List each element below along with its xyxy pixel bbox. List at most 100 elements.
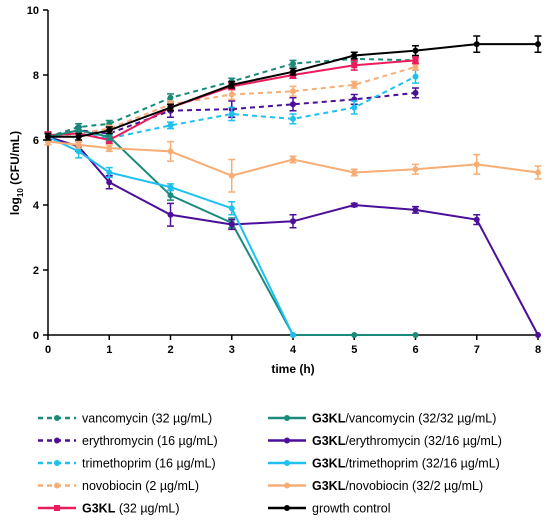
- data-point: [290, 60, 296, 67]
- legend-marker: [284, 505, 290, 511]
- x-tick-label: 6: [412, 344, 418, 356]
- data-point: [228, 172, 235, 179]
- data-point: [228, 81, 235, 88]
- y-axis-title-rest: (CFU/mL): [8, 131, 22, 188]
- data-point: [167, 104, 174, 111]
- legend-label: trimethoprim (16 µg/mL): [82, 457, 216, 471]
- data-point: [167, 211, 174, 218]
- axis-ticks: 0 1 2 3 4 5 6 7 8 0 2 4 6 8 10: [27, 5, 541, 356]
- data-point: [535, 332, 541, 338]
- series-line: [47, 135, 539, 336]
- y-tick-label: 4: [33, 200, 40, 212]
- legend-label: G3KL/erythromycin (32/16 µg/mL): [312, 434, 502, 448]
- data-point: [167, 94, 174, 101]
- legend-item: erythromycin (16 µg/mL): [38, 434, 218, 448]
- data-point: [351, 104, 358, 111]
- data-point: [351, 81, 358, 88]
- series-line: [47, 140, 539, 177]
- series-line: [47, 59, 416, 142]
- data-point: [412, 166, 419, 173]
- data-point: [351, 169, 358, 176]
- legend-marker: [54, 482, 60, 489]
- legend-marker: [284, 415, 290, 421]
- y-axis-title-main: log: [8, 197, 22, 215]
- data-point: [412, 47, 419, 54]
- data-point: [75, 127, 82, 134]
- data-point: [351, 52, 358, 59]
- data-point: [535, 41, 541, 48]
- series-8: [44, 137, 542, 193]
- data-point: [290, 156, 296, 163]
- data-point: [351, 202, 358, 208]
- series-line: [48, 43, 538, 138]
- legend-marker: [284, 460, 290, 466]
- data-point: [228, 205, 235, 212]
- data-point: [106, 145, 113, 152]
- legend: vancomycin (32 µg/mL) erythromycin (16 µg…: [38, 412, 502, 516]
- data-point: [473, 216, 480, 223]
- y-tick-label: 6: [33, 135, 39, 147]
- series-layer: [44, 35, 542, 338]
- series-7: [44, 132, 296, 338]
- series-9: [44, 35, 542, 141]
- data-point: [412, 332, 419, 338]
- data-point: [75, 133, 82, 140]
- legend-marker: [54, 505, 60, 511]
- legend-label: G3KL/vancomycin (32/32 µg/mL): [312, 412, 496, 426]
- legend-item: G3KL/novobiocin (32/2 µg/mL): [268, 479, 483, 493]
- data-point: [167, 148, 174, 155]
- legend-label-text: novobiocin (2 µg/mL): [82, 479, 199, 493]
- x-tick-label: 5: [351, 344, 357, 356]
- legend-marker: [284, 437, 290, 444]
- data-point: [228, 111, 235, 117]
- legend-label-text: erythromycin (16 µg/mL): [82, 434, 218, 448]
- series-6: [44, 132, 541, 338]
- y-tick-label: 2: [33, 265, 39, 277]
- data-point: [412, 73, 419, 80]
- series-line: [47, 75, 416, 140]
- x-tick-label: 2: [167, 344, 173, 356]
- data-point: [290, 88, 296, 95]
- x-tick-label: 7: [474, 344, 480, 356]
- x-tick-label: 3: [229, 344, 235, 356]
- y-tick-label: 10: [27, 5, 39, 17]
- legend-label-text: /vancomycin (32/32 µg/mL): [345, 412, 496, 426]
- legend-label-text: /erythromycin (32/16 µg/mL): [345, 434, 502, 448]
- legend-label-bold: G3KL: [312, 457, 346, 471]
- legend-label-bold: G3KL: [312, 434, 346, 448]
- legend-item: G3KL/trimethoprim (32/16 µg/mL): [268, 457, 500, 471]
- legend-item: vancomycin (32 µg/mL): [38, 412, 212, 426]
- data-point: [351, 332, 358, 338]
- series-line: [47, 129, 416, 336]
- y-axis-title-sub: 10: [16, 188, 25, 197]
- data-point: [106, 169, 113, 176]
- data-point: [535, 169, 541, 176]
- legend-marker: [54, 437, 60, 444]
- y-tick-label: 0: [33, 330, 39, 342]
- data-point: [75, 141, 82, 148]
- data-point: [106, 133, 113, 140]
- data-point: [290, 101, 296, 108]
- legend-label: growth control: [312, 502, 391, 516]
- legend-label-text: /trimethoprim (32/16 µg/mL): [345, 457, 499, 471]
- x-tick-label: 1: [106, 344, 112, 356]
- y-tick-label: 8: [33, 70, 39, 82]
- legend-label: G3KL/trimethoprim (32/16 µg/mL): [312, 457, 500, 471]
- series-5: [44, 126, 419, 338]
- data-point: [106, 179, 113, 186]
- legend-label-text: (32 µg/mL): [115, 502, 179, 516]
- data-point: [228, 91, 235, 98]
- legend-marker: [54, 460, 60, 466]
- legend-label-text: growth control: [312, 502, 391, 516]
- y-axis-title: log10 (CFU/mL): [8, 131, 25, 215]
- data-point: [412, 57, 419, 64]
- data-point: [167, 122, 174, 129]
- data-point: [167, 184, 174, 191]
- data-point: [290, 218, 296, 225]
- x-axis-title: time (h): [271, 362, 314, 376]
- legend-label-bold: G3KL: [312, 412, 346, 426]
- legend-label: vancomycin (32 µg/mL): [82, 412, 212, 426]
- legend-item: trimethoprim (16 µg/mL): [38, 457, 216, 471]
- data-point: [412, 63, 419, 70]
- legend-item: novobiocin (2 µg/mL): [38, 479, 199, 493]
